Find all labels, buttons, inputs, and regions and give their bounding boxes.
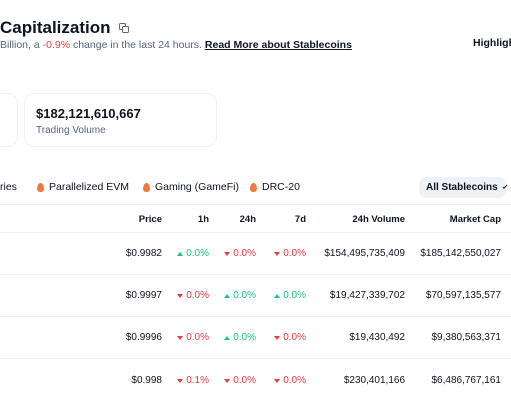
table-divider bbox=[0, 274, 511, 275]
price-cell: $0.9997 bbox=[125, 290, 162, 301]
subtitle-change: -0.9% bbox=[42, 39, 71, 51]
market-cap-cell: $70,597,135,577 bbox=[425, 290, 501, 301]
change-value: 0.0% bbox=[283, 290, 306, 301]
filter-gaming-gamefi[interactable]: Gaming (GameFi) bbox=[143, 181, 239, 193]
change-1h-cell: 0.0% bbox=[177, 332, 209, 343]
page-subtitle: Billion, a -0.9% change in the last 24 h… bbox=[0, 39, 352, 51]
trading-volume-value: $182,121,610,667 bbox=[36, 106, 141, 121]
price-cell: $0.9996 bbox=[125, 332, 162, 343]
caret-up-icon bbox=[177, 251, 184, 256]
header-1h[interactable]: 1h bbox=[197, 214, 209, 225]
caret-down-icon bbox=[177, 335, 184, 340]
volume-cell: $230,401,166 bbox=[343, 375, 405, 386]
change-1h-cell: 0.0% bbox=[177, 248, 209, 259]
filter-drc-20[interactable]: DRC-20 bbox=[250, 181, 300, 193]
page-title: Capitalization bbox=[0, 18, 130, 38]
flame-icon bbox=[250, 182, 257, 192]
change-24h-cell: 0.0% bbox=[224, 332, 256, 343]
stablecoins-dropdown[interactable]: All Stablecoins bbox=[419, 177, 508, 198]
market-cap-card bbox=[0, 93, 18, 147]
change-7d-cell: 0.0% bbox=[274, 248, 306, 259]
trading-volume-card: $182,121,610,667 Trading Volume bbox=[24, 93, 217, 147]
filter-label: DRC-20 bbox=[262, 181, 300, 193]
trading-volume-label: Trading Volume bbox=[36, 125, 106, 136]
change-7d-cell: 0.0% bbox=[274, 290, 306, 301]
table-divider bbox=[0, 358, 511, 359]
caret-down-icon bbox=[177, 293, 184, 298]
change-value: 0.0% bbox=[233, 332, 256, 343]
volume-cell: $19,427,339,702 bbox=[329, 290, 405, 301]
caret-down-icon bbox=[224, 251, 231, 256]
caret-down-icon bbox=[177, 378, 184, 383]
caret-down-icon bbox=[274, 378, 281, 383]
change-value: 0.0% bbox=[233, 248, 256, 259]
table-divider bbox=[0, 316, 511, 317]
volume-cell: $19,430,492 bbox=[349, 332, 405, 343]
price-cell: $0.998 bbox=[131, 375, 162, 386]
dropdown-label: All Stablecoins bbox=[426, 182, 498, 193]
caret-up-icon bbox=[224, 335, 231, 340]
table-divider bbox=[0, 204, 511, 205]
filter-label: Parallelized EVM bbox=[49, 181, 129, 193]
change-7d-cell: 0.0% bbox=[274, 332, 306, 343]
highlights-toggle-label[interactable]: Highlight bbox=[473, 37, 511, 49]
price-cell: $0.9982 bbox=[125, 248, 162, 259]
change-24h-cell: 0.0% bbox=[224, 248, 256, 259]
copy-icon[interactable] bbox=[118, 22, 130, 34]
category-filter-bar: ries Parallelized EVM Gaming (GameFi) DR… bbox=[0, 181, 511, 195]
change-value: 0.0% bbox=[283, 248, 306, 259]
change-value: 0.1% bbox=[186, 375, 209, 386]
caret-down-icon bbox=[274, 335, 281, 340]
table-divider bbox=[0, 232, 511, 233]
caret-up-icon bbox=[224, 293, 231, 298]
caret-down-icon bbox=[224, 378, 231, 383]
change-7d-cell: 0.0% bbox=[274, 375, 306, 386]
change-24h-cell: 0.0% bbox=[224, 375, 256, 386]
change-value: 0.0% bbox=[186, 248, 209, 259]
change-value: 0.0% bbox=[283, 332, 306, 343]
flame-icon bbox=[37, 182, 44, 192]
change-value: 0.0% bbox=[283, 375, 306, 386]
filter-label: ries bbox=[0, 181, 17, 193]
change-1h-cell: 0.1% bbox=[177, 375, 209, 386]
volume-cell: $154,495,735,409 bbox=[324, 248, 405, 259]
change-value: 0.0% bbox=[186, 332, 209, 343]
market-cap-cell: $6,486,767,161 bbox=[431, 375, 501, 386]
subtitle-prefix: Billion, a bbox=[0, 39, 43, 51]
header-price[interactable]: Price bbox=[138, 214, 162, 225]
header-24h-volume[interactable]: 24h Volume bbox=[352, 214, 405, 225]
caret-down-icon bbox=[274, 251, 281, 256]
change-value: 0.0% bbox=[233, 290, 256, 301]
market-cap-cell: $9,380,563,371 bbox=[431, 332, 501, 343]
flame-icon bbox=[143, 182, 150, 192]
change-1h-cell: 0.0% bbox=[177, 290, 209, 301]
read-more-link[interactable]: Read More about Stablecoins bbox=[204, 39, 352, 51]
change-value: 0.0% bbox=[233, 375, 256, 386]
filter-parallelized-evm[interactable]: Parallelized EVM bbox=[37, 181, 129, 193]
header-24h[interactable]: 24h bbox=[239, 214, 256, 225]
page-title-text: Capitalization bbox=[0, 18, 111, 37]
change-value: 0.0% bbox=[186, 290, 209, 301]
caret-up-icon bbox=[274, 293, 281, 298]
change-24h-cell: 0.0% bbox=[224, 290, 256, 301]
header-market-cap[interactable]: Market Cap bbox=[449, 214, 501, 225]
header-7d[interactable]: 7d bbox=[294, 214, 306, 225]
filter-label: Gaming (GameFi) bbox=[155, 181, 240, 193]
filter-categories[interactable]: ries bbox=[0, 181, 17, 193]
subtitle-suffix: change in the last 24 hours. bbox=[70, 39, 205, 51]
market-cap-cell: $185,142,550,027 bbox=[420, 248, 501, 259]
